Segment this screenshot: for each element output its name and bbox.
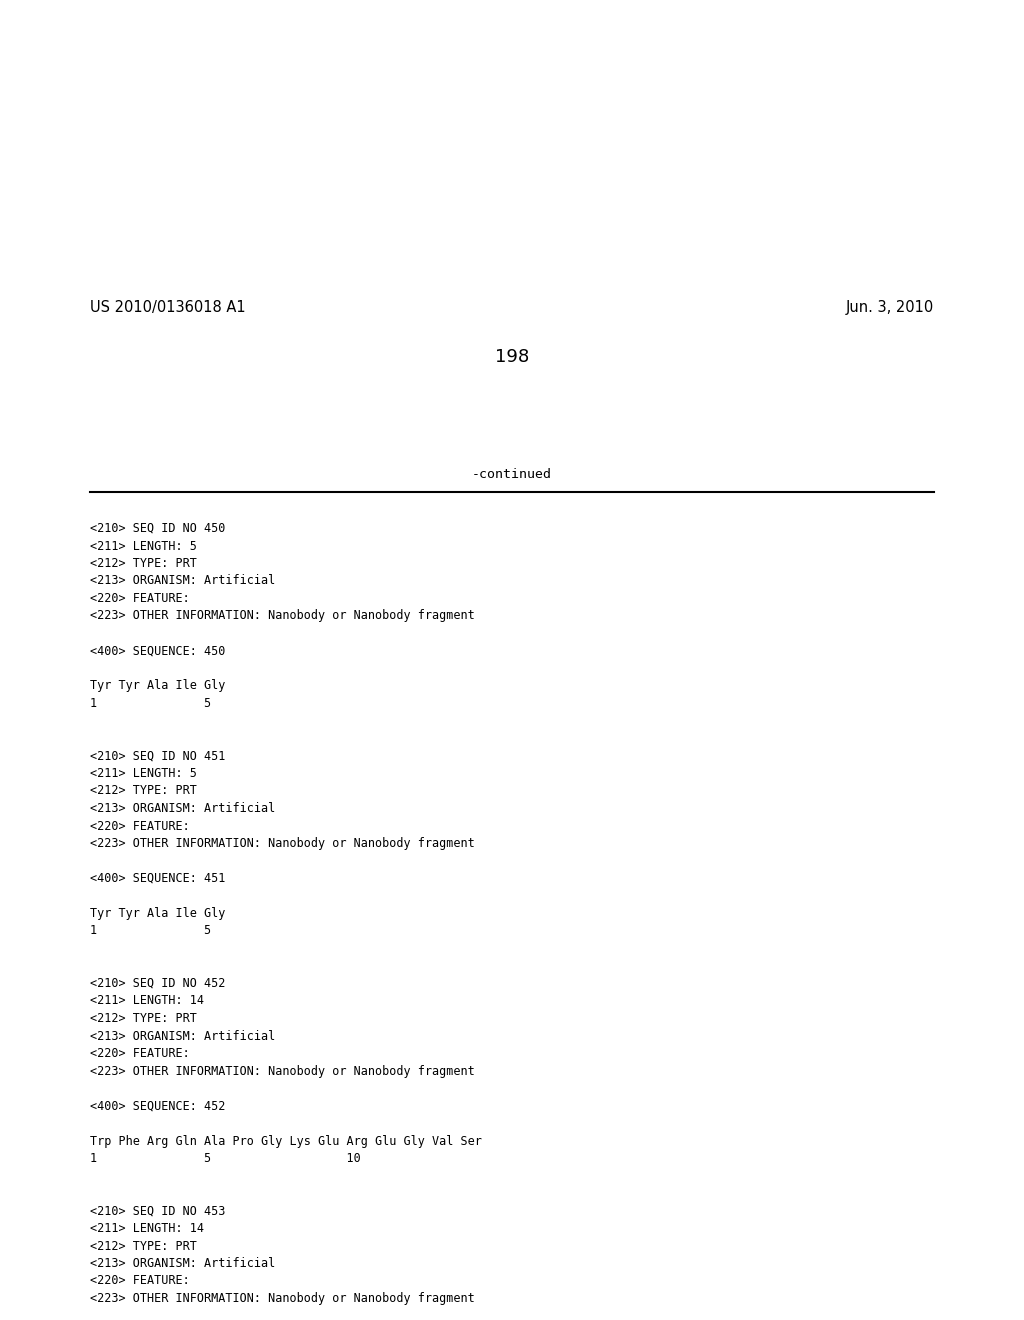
Text: <212> TYPE: PRT: <212> TYPE: PRT [90,557,197,570]
Text: <400> SEQUENCE: 451: <400> SEQUENCE: 451 [90,873,225,884]
Text: <211> LENGTH: 5: <211> LENGTH: 5 [90,767,197,780]
Text: <223> OTHER INFORMATION: Nanobody or Nanobody fragment: <223> OTHER INFORMATION: Nanobody or Nan… [90,1064,475,1077]
Text: <211> LENGTH: 5: <211> LENGTH: 5 [90,540,197,553]
Text: <210> SEQ ID NO 451: <210> SEQ ID NO 451 [90,750,225,763]
Text: <212> TYPE: PRT: <212> TYPE: PRT [90,1012,197,1026]
Text: <400> SEQUENCE: 450: <400> SEQUENCE: 450 [90,644,225,657]
Text: <210> SEQ ID NO 452: <210> SEQ ID NO 452 [90,977,225,990]
Text: 198: 198 [495,348,529,366]
Text: <212> TYPE: PRT: <212> TYPE: PRT [90,1239,197,1253]
Text: <223> OTHER INFORMATION: Nanobody or Nanobody fragment: <223> OTHER INFORMATION: Nanobody or Nan… [90,610,475,623]
Text: <220> FEATURE:: <220> FEATURE: [90,820,189,833]
Text: <220> FEATURE:: <220> FEATURE: [90,1047,189,1060]
Text: <211> LENGTH: 14: <211> LENGTH: 14 [90,1222,204,1236]
Text: -continued: -continued [472,469,552,480]
Text: <400> SEQUENCE: 452: <400> SEQUENCE: 452 [90,1100,225,1113]
Text: US 2010/0136018 A1: US 2010/0136018 A1 [90,300,246,315]
Text: <223> OTHER INFORMATION: Nanobody or Nanobody fragment: <223> OTHER INFORMATION: Nanobody or Nan… [90,837,475,850]
Text: 1               5: 1 5 [90,697,211,710]
Text: <223> OTHER INFORMATION: Nanobody or Nanobody fragment: <223> OTHER INFORMATION: Nanobody or Nan… [90,1292,475,1305]
Text: Trp Phe Arg Gln Ala Pro Gly Lys Glu Arg Glu Gly Val Ser: Trp Phe Arg Gln Ala Pro Gly Lys Glu Arg … [90,1134,482,1147]
Text: 1               5: 1 5 [90,924,211,937]
Text: <210> SEQ ID NO 453: <210> SEQ ID NO 453 [90,1204,225,1217]
Text: <213> ORGANISM: Artificial: <213> ORGANISM: Artificial [90,1257,275,1270]
Text: <220> FEATURE:: <220> FEATURE: [90,591,189,605]
Text: 1               5                   10: 1 5 10 [90,1152,360,1166]
Text: <213> ORGANISM: Artificial: <213> ORGANISM: Artificial [90,1030,275,1043]
Text: <213> ORGANISM: Artificial: <213> ORGANISM: Artificial [90,574,275,587]
Text: <211> LENGTH: 14: <211> LENGTH: 14 [90,994,204,1007]
Text: Tyr Tyr Ala Ile Gly: Tyr Tyr Ala Ile Gly [90,680,225,693]
Text: Jun. 3, 2010: Jun. 3, 2010 [846,300,934,315]
Text: Tyr Tyr Ala Ile Gly: Tyr Tyr Ala Ile Gly [90,907,225,920]
Text: <213> ORGANISM: Artificial: <213> ORGANISM: Artificial [90,803,275,814]
Text: <220> FEATURE:: <220> FEATURE: [90,1275,189,1287]
Text: <212> TYPE: PRT: <212> TYPE: PRT [90,784,197,797]
Text: <210> SEQ ID NO 450: <210> SEQ ID NO 450 [90,521,225,535]
